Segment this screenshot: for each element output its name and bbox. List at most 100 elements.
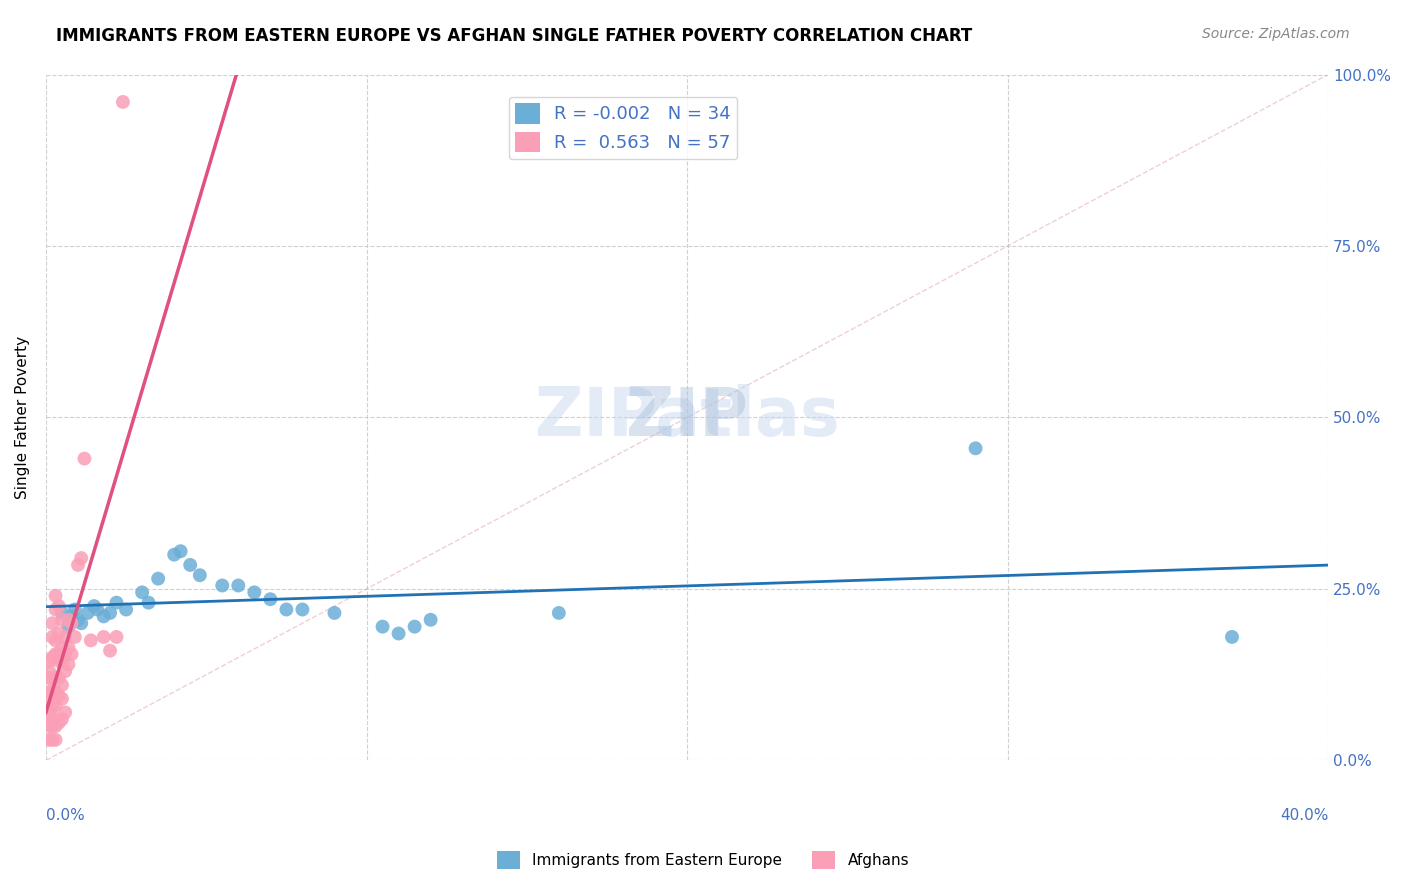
Point <box>38 654 60 668</box>
Point <box>387 626 409 640</box>
Point <box>45 602 67 616</box>
Point <box>41 708 63 723</box>
Point <box>66 558 89 572</box>
Point <box>63 602 86 616</box>
Y-axis label: Single Father Poverty: Single Father Poverty <box>15 336 30 499</box>
Text: Source: ZipAtlas.com: Source: ZipAtlas.com <box>1202 27 1350 41</box>
Text: 0.0%: 0.0% <box>46 808 84 823</box>
Point <box>41 671 63 685</box>
Text: 40.0%: 40.0% <box>1279 808 1329 823</box>
Point <box>48 626 70 640</box>
Point <box>45 732 67 747</box>
Point <box>41 732 63 747</box>
Point <box>86 602 108 616</box>
Point <box>98 643 121 657</box>
Point <box>60 616 83 631</box>
Point <box>179 558 201 572</box>
Point <box>41 698 63 713</box>
Point <box>70 616 93 631</box>
Point <box>965 442 987 456</box>
Point <box>41 616 63 631</box>
Point <box>111 95 134 109</box>
Point <box>45 589 67 603</box>
Legend: R = -0.002   N = 34, R =  0.563   N = 57: R = -0.002 N = 34, R = 0.563 N = 57 <box>509 96 737 159</box>
Point <box>66 613 89 627</box>
Point <box>51 654 73 668</box>
Point <box>83 599 105 613</box>
Point <box>48 688 70 702</box>
Point <box>73 451 96 466</box>
Point <box>51 613 73 627</box>
Point <box>138 596 160 610</box>
Point <box>93 609 115 624</box>
Point <box>291 602 314 616</box>
Point <box>371 620 394 634</box>
Point <box>45 671 67 685</box>
Point <box>38 685 60 699</box>
Point <box>70 551 93 566</box>
Point <box>547 606 569 620</box>
Point <box>48 647 70 661</box>
Point <box>53 647 76 661</box>
Point <box>41 650 63 665</box>
Point <box>53 630 76 644</box>
Legend: Immigrants from Eastern Europe, Afghans: Immigrants from Eastern Europe, Afghans <box>491 845 915 875</box>
Point <box>98 606 121 620</box>
Point <box>38 665 60 679</box>
Point <box>38 671 60 685</box>
Point <box>53 706 76 720</box>
Point <box>60 609 83 624</box>
Point <box>105 630 128 644</box>
Point <box>419 613 441 627</box>
Point <box>115 602 138 616</box>
Point <box>76 606 98 620</box>
Point <box>38 691 60 706</box>
Point <box>41 719 63 733</box>
Point <box>211 578 233 592</box>
Point <box>51 712 73 726</box>
Point <box>259 592 281 607</box>
Point <box>51 678 73 692</box>
Point <box>38 708 60 723</box>
Point <box>41 685 63 699</box>
Point <box>45 647 67 661</box>
Point <box>45 633 67 648</box>
Point <box>58 613 80 627</box>
Point <box>38 732 60 747</box>
Point <box>226 578 249 592</box>
Point <box>243 585 266 599</box>
Point <box>105 596 128 610</box>
Point <box>188 568 211 582</box>
Point <box>45 719 67 733</box>
Point <box>48 654 70 668</box>
Point <box>93 630 115 644</box>
Point <box>51 606 73 620</box>
Point <box>163 548 186 562</box>
Text: ZIP: ZIP <box>626 384 748 450</box>
Point <box>41 630 63 644</box>
Point <box>48 599 70 613</box>
Text: IMMIGRANTS FROM EASTERN EUROPE VS AFGHAN SINGLE FATHER POVERTY CORRELATION CHART: IMMIGRANTS FROM EASTERN EUROPE VS AFGHAN… <box>56 27 973 45</box>
Point <box>58 657 80 672</box>
Point <box>45 698 67 713</box>
Point <box>51 691 73 706</box>
Point <box>58 620 80 634</box>
Point <box>404 620 426 634</box>
Point <box>38 719 60 733</box>
Point <box>48 715 70 730</box>
Point <box>48 671 70 685</box>
Point <box>276 602 298 616</box>
Point <box>51 640 73 655</box>
Point <box>323 606 346 620</box>
Point <box>45 685 67 699</box>
Point <box>60 647 83 661</box>
Point <box>58 640 80 655</box>
Point <box>169 544 191 558</box>
Point <box>80 633 103 648</box>
Point <box>146 572 169 586</box>
Point <box>63 630 86 644</box>
Text: ZIPatlas: ZIPatlas <box>534 384 839 450</box>
Point <box>53 665 76 679</box>
Point <box>1220 630 1243 644</box>
Point <box>131 585 153 599</box>
